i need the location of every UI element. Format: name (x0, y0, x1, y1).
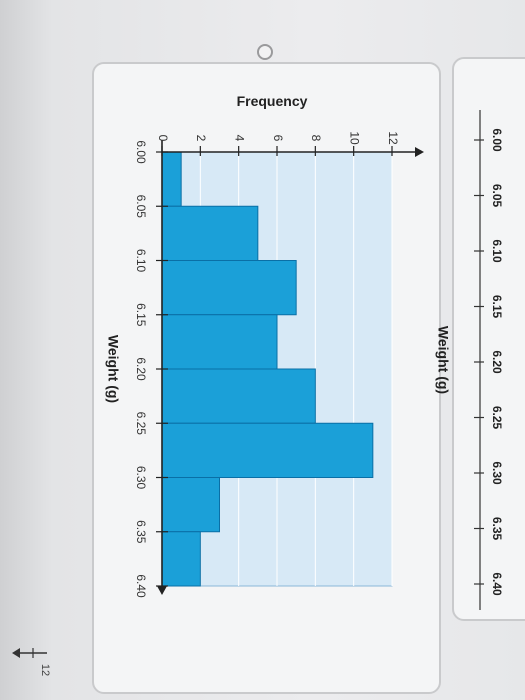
histogram-bar (161, 368, 316, 424)
y-tick-label: 12 (386, 131, 400, 145)
radio-button[interactable] (257, 44, 273, 60)
x-tick-label: 6.20 (134, 357, 148, 381)
histogram-bar (161, 151, 182, 207)
fragment-tick-label: 12 (39, 664, 51, 676)
histogram-bar (161, 205, 259, 261)
top-axis: 6.00 6.05 6.10 6.15 6.20 6.25 6.30 6.35 6.40 Weig… (435, 110, 504, 610)
x-tick-label: 6.10 (134, 249, 148, 273)
top-axis-tick-label: 6.25 (490, 406, 504, 430)
histogram-bar (161, 477, 220, 533)
bars (161, 151, 374, 587)
tick-labels: 0 2 4 6 8 10 12 6.00 6.05 6.10 6.15 6.20 6.25 6.30 6.3… (134, 131, 400, 598)
x-tick-label: 6.25 (134, 412, 148, 436)
x-tick-label: 6.40 (134, 574, 148, 598)
x-axis-label: Weight (g) (105, 335, 121, 403)
top-axis-tick-label: 6.40 (490, 572, 504, 596)
x-axis-arrow (157, 586, 167, 595)
y-tick-label: 10 (347, 131, 361, 145)
x-tick-label: 6.00 (134, 140, 148, 164)
histogram-bar (161, 314, 278, 370)
axes (156, 140, 424, 595)
answer-option-card-top[interactable] (452, 57, 525, 621)
y-axis-arrow (415, 147, 424, 157)
y-tick-label: 2 (194, 135, 208, 142)
y-tick-label: 4 (232, 135, 246, 142)
top-axis-tick-label: 6.10 (490, 239, 504, 263)
top-axis-tick-label: 6.05 (490, 184, 504, 208)
x-tick-label: 6.35 (134, 520, 148, 544)
x-tick-label: 6.15 (134, 303, 148, 327)
histogram-bar (161, 422, 374, 478)
x-tick-label: 6.05 (134, 195, 148, 219)
next-chart-fragment: 12 (12, 648, 51, 676)
y-tick-label: 0 (156, 135, 170, 142)
y-tick-label: 6 (271, 135, 285, 142)
top-axis-tick-label: 6.20 (490, 350, 504, 374)
histogram: 0 2 4 6 8 10 12 6.00 6.05 6.10 6.15 6.20 6.25 6.30 6.3… (105, 93, 424, 598)
top-axis-tick-label: 6.35 (490, 517, 504, 541)
top-axis-tick-label: 6.00 (490, 128, 504, 152)
fragment-axis-arrow (12, 648, 20, 658)
histogram-bar (161, 260, 297, 316)
x-tick-label: 6.30 (134, 466, 148, 490)
top-axis-tick-label: 6.30 (490, 461, 504, 485)
top-axis-label: Weight (g) (435, 326, 451, 394)
histogram-bar (161, 531, 201, 587)
y-tick-label: 8 (309, 135, 323, 142)
top-axis-tick-label: 6.15 (490, 295, 504, 319)
y-axis-label: Frequency (237, 93, 308, 109)
